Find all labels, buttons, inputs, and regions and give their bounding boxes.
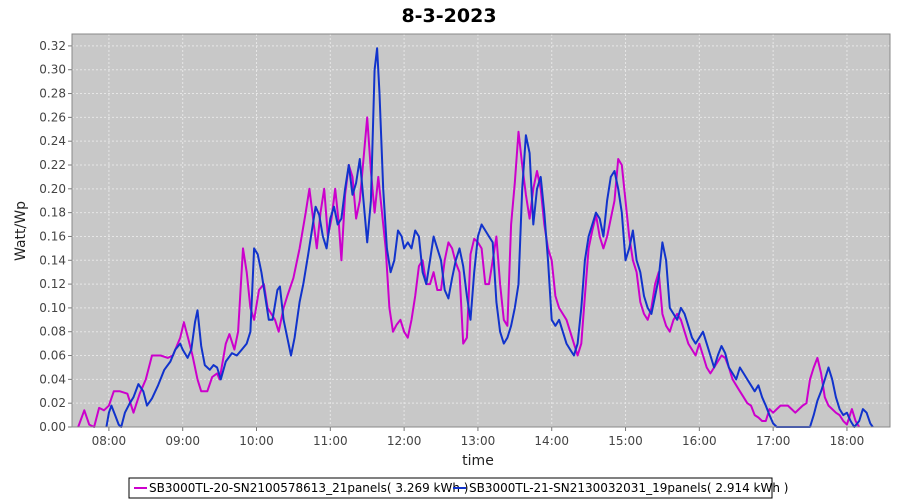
y-tick-label: 0.32 [39, 39, 66, 53]
y-tick-label: 0.08 [39, 325, 66, 339]
y-tick-label: 0.22 [39, 158, 66, 172]
y-tick-label: 0.20 [39, 182, 66, 196]
y-tick-label: 0.02 [39, 396, 66, 410]
y-tick-label: 0.18 [39, 206, 66, 220]
y-tick-label: 0.30 [39, 63, 66, 77]
plot-border [71, 33, 891, 428]
x-tick-label: 16:00 [682, 434, 717, 448]
x-axis-label: time [462, 453, 494, 469]
series-line-2 [105, 47, 874, 428]
legend-entry-series-2: SB3000TL-21-SN2130032031_19panels( 2.914… [469, 481, 788, 495]
x-tick-label: 10:00 [239, 434, 274, 448]
y-tick-label: 0.28 [39, 87, 66, 101]
x-tick-label: 09:00 [165, 434, 200, 448]
x-tick-label: 12:00 [387, 434, 422, 448]
x-tick-label: 17:00 [756, 434, 791, 448]
series-line-1 [77, 116, 861, 428]
x-tick-label: 15:00 [608, 434, 643, 448]
legend-box [128, 477, 773, 499]
x-tick-label: 14:00 [534, 434, 569, 448]
chart-title: 8-3-2023 [401, 5, 496, 27]
x-tick-label: 11:00 [313, 434, 348, 448]
y-tick-label: 0.26 [39, 110, 66, 124]
y-tick-label: 0.14 [39, 253, 66, 267]
y-tick-label: 0.10 [39, 301, 66, 315]
x-tick-label: 18:00 [830, 434, 865, 448]
y-axis: 0.00 0.02 0.04 0.06 0.08 0.10 0.12 0.14 0.16 0.18… [39, 39, 72, 434]
legend: SB3000TL-20-SN2100578613_21panels( 3.269… [128, 477, 788, 499]
y-tick-label: 0.04 [39, 372, 66, 386]
x-tick-label: 13:00 [461, 434, 496, 448]
x-axis: 08:00 09:00 10:00 11:00 12:00 13:00 14:00 15:00… [92, 427, 865, 448]
y-tick-label: 0.06 [39, 349, 66, 363]
y-tick-label: 0.00 [39, 420, 66, 434]
x-tick-label: 08:00 [92, 434, 127, 448]
plot-area [72, 34, 890, 427]
legend-entry-series-1: SB3000TL-20-SN2100578613_21panels( 3.269… [149, 481, 468, 495]
y-axis-label: Watt/Wp [13, 201, 29, 261]
grid-lines [72, 34, 890, 428]
y-tick-label: 0.16 [39, 229, 66, 243]
y-tick-label: 0.12 [39, 277, 66, 291]
series-layer [77, 47, 874, 428]
y-tick-label: 0.24 [39, 134, 66, 148]
